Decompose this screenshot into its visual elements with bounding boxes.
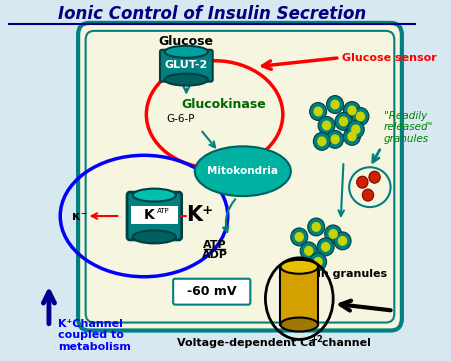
Text: ATP: ATP: [157, 208, 170, 214]
Text: Ionic Control of Insulin Secretion: Ionic Control of Insulin Secretion: [58, 5, 366, 23]
Circle shape: [328, 229, 338, 239]
Circle shape: [351, 125, 360, 134]
Text: Mitokondria: Mitokondria: [207, 166, 278, 176]
Circle shape: [313, 257, 323, 267]
Circle shape: [330, 100, 340, 109]
Circle shape: [322, 121, 331, 130]
Circle shape: [330, 134, 340, 144]
Circle shape: [313, 132, 330, 150]
Circle shape: [335, 113, 352, 130]
Circle shape: [300, 242, 317, 260]
Circle shape: [291, 228, 308, 246]
Text: K⁺: K⁺: [186, 205, 213, 225]
Text: ADP: ADP: [202, 250, 228, 260]
Circle shape: [344, 101, 360, 119]
Circle shape: [308, 218, 325, 236]
Text: K⁺Channel
coupled to
metabolism: K⁺Channel coupled to metabolism: [58, 318, 131, 352]
Text: Glucose: Glucose: [158, 35, 213, 48]
FancyBboxPatch shape: [173, 279, 250, 305]
Ellipse shape: [195, 146, 291, 196]
Text: Glucose sensor: Glucose sensor: [341, 53, 437, 63]
Text: GLUT-2: GLUT-2: [165, 60, 208, 70]
Circle shape: [352, 108, 369, 125]
Text: -60 mV: -60 mV: [187, 285, 236, 298]
Circle shape: [313, 106, 323, 117]
Ellipse shape: [165, 74, 208, 86]
FancyBboxPatch shape: [127, 192, 182, 240]
Text: G-6-P: G-6-P: [166, 114, 195, 125]
Circle shape: [327, 96, 344, 113]
Circle shape: [310, 253, 327, 271]
Circle shape: [334, 232, 351, 250]
Text: K: K: [143, 208, 154, 222]
Text: Insulin granules: Insulin granules: [287, 269, 387, 279]
Text: +2: +2: [311, 335, 323, 344]
Circle shape: [318, 117, 335, 134]
Circle shape: [344, 127, 360, 145]
Text: Glucokinase: Glucokinase: [182, 98, 267, 111]
FancyBboxPatch shape: [131, 206, 178, 224]
Circle shape: [347, 105, 357, 116]
Circle shape: [317, 238, 334, 256]
Circle shape: [295, 232, 304, 242]
Text: κ⁻: κ⁻: [72, 209, 87, 222]
FancyBboxPatch shape: [281, 267, 318, 325]
Circle shape: [325, 225, 341, 243]
Circle shape: [310, 103, 327, 121]
Circle shape: [312, 222, 321, 232]
Ellipse shape: [165, 46, 208, 58]
Circle shape: [369, 171, 380, 183]
FancyBboxPatch shape: [160, 50, 213, 82]
Circle shape: [357, 176, 368, 188]
Circle shape: [356, 112, 365, 121]
Circle shape: [339, 117, 348, 126]
Ellipse shape: [281, 318, 318, 331]
Circle shape: [362, 189, 373, 201]
Circle shape: [317, 136, 327, 146]
Ellipse shape: [133, 189, 176, 201]
Text: channel: channel: [318, 339, 371, 348]
Circle shape: [338, 236, 347, 246]
Text: ATP: ATP: [203, 240, 226, 250]
Circle shape: [347, 131, 357, 142]
Circle shape: [304, 246, 313, 256]
Circle shape: [327, 130, 344, 148]
Circle shape: [347, 121, 364, 138]
FancyBboxPatch shape: [78, 23, 402, 331]
Text: Voltage-dependent Ca: Voltage-dependent Ca: [177, 339, 316, 348]
Ellipse shape: [133, 230, 176, 243]
Circle shape: [321, 242, 330, 252]
Text: "Readily
released"
granules: "Readily released" granules: [384, 111, 433, 144]
Ellipse shape: [281, 260, 318, 274]
